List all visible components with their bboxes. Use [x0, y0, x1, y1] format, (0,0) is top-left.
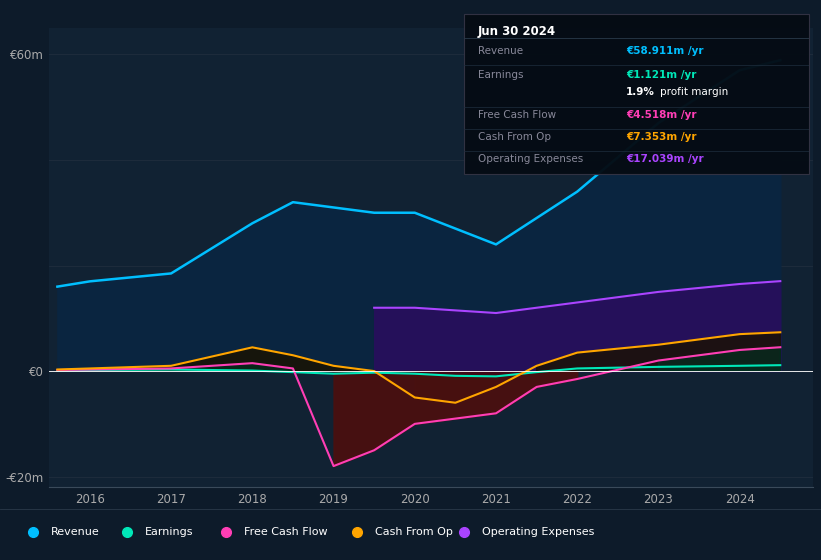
Text: Cash From Op: Cash From Op	[375, 528, 453, 538]
Text: Free Cash Flow: Free Cash Flow	[478, 110, 556, 120]
Text: Operating Expenses: Operating Expenses	[478, 155, 583, 165]
Text: Revenue: Revenue	[478, 46, 523, 56]
Text: €1.121m /yr: €1.121m /yr	[626, 70, 696, 80]
Text: 1.9%: 1.9%	[626, 87, 655, 97]
Text: Earnings: Earnings	[478, 70, 523, 80]
Text: Operating Expenses: Operating Expenses	[482, 528, 594, 538]
Text: Cash From Op: Cash From Op	[478, 132, 551, 142]
Text: Free Cash Flow: Free Cash Flow	[244, 528, 328, 538]
Text: Revenue: Revenue	[51, 528, 99, 538]
Text: Earnings: Earnings	[145, 528, 194, 538]
Text: €4.518m /yr: €4.518m /yr	[626, 110, 696, 120]
Text: profit margin: profit margin	[660, 87, 729, 97]
Text: Jun 30 2024: Jun 30 2024	[478, 25, 556, 38]
Text: €58.911m /yr: €58.911m /yr	[626, 46, 704, 56]
Text: €7.353m /yr: €7.353m /yr	[626, 132, 696, 142]
Text: €17.039m /yr: €17.039m /yr	[626, 155, 704, 165]
